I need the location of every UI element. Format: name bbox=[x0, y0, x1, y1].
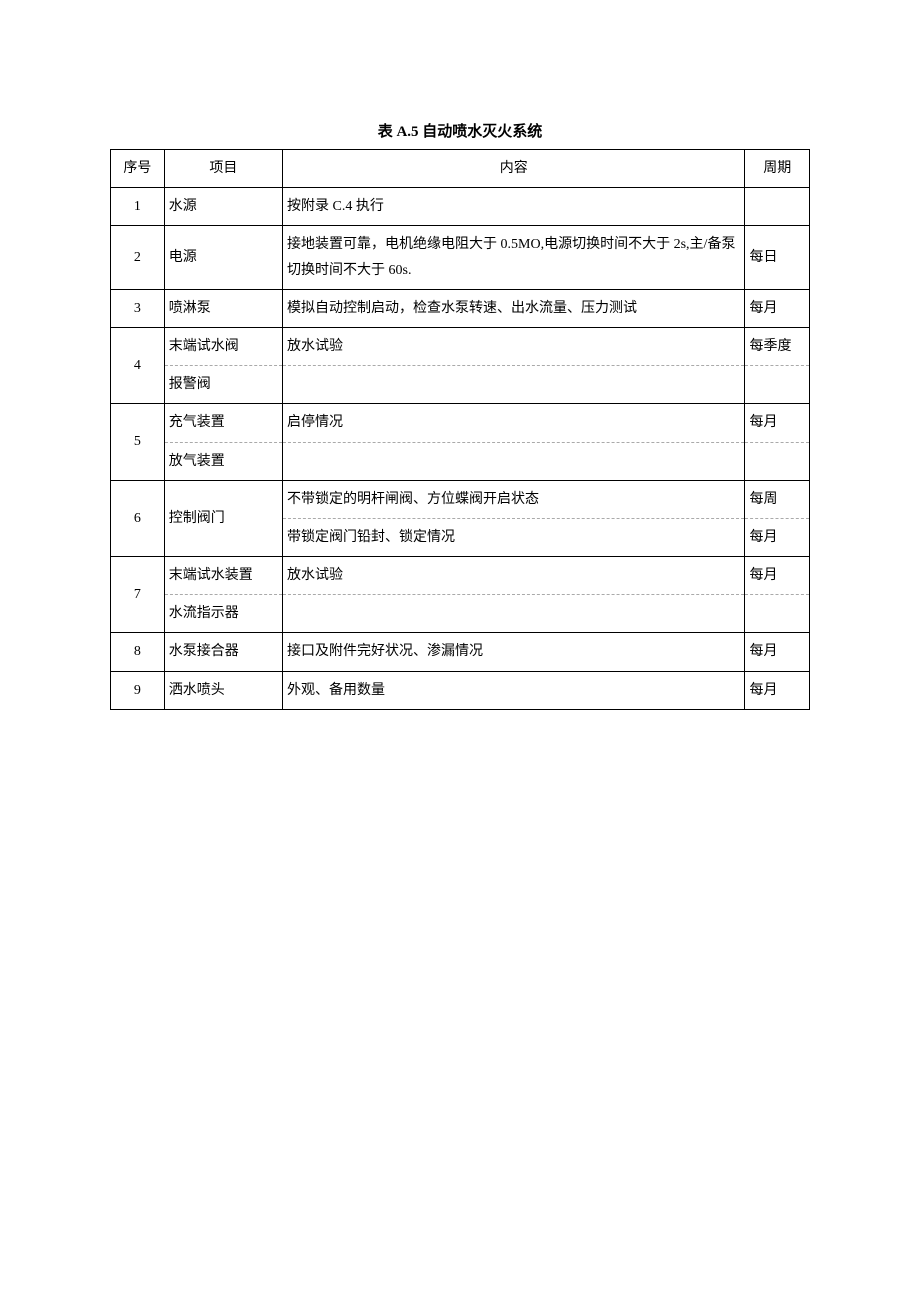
table-row: 放气装置 bbox=[111, 442, 810, 480]
table-row: 8 水泵接合器 接口及附件完好状况、渗漏情况 每月 bbox=[111, 633, 810, 671]
table-row: 9 洒水喷头 外观、备用数量 每月 bbox=[111, 671, 810, 709]
cell-cycle: 每月 bbox=[745, 671, 810, 709]
header-content: 内容 bbox=[283, 150, 745, 188]
table-row: 6 控制阀门 不带锁定的明杆闸阀、方位蝶阀开启状态 每周 bbox=[111, 480, 810, 518]
table-row: 2 电源 接地装置可靠，电机绝缘电阻大于 0.5MO,电源切换时间不大于 2s,… bbox=[111, 226, 810, 289]
cell-cycle bbox=[745, 188, 810, 226]
cell-content: 放水试验 bbox=[283, 327, 745, 365]
cell-item: 末端试水装置 bbox=[164, 557, 282, 595]
cell-content: 模拟自动控制启动，检查水泵转速、出水流量、压力测试 bbox=[283, 289, 745, 327]
cell-cycle: 每季度 bbox=[745, 327, 810, 365]
cell-item: 洒水喷头 bbox=[164, 671, 282, 709]
cell-item: 末端试水阀 bbox=[164, 327, 282, 365]
cell-item: 电源 bbox=[164, 226, 282, 289]
cell-num: 6 bbox=[111, 480, 165, 556]
header-num: 序号 bbox=[111, 150, 165, 188]
cell-content: 启停情况 bbox=[283, 404, 745, 442]
cell-cycle: 每日 bbox=[745, 226, 810, 289]
cell-cycle: 每月 bbox=[745, 633, 810, 671]
cell-cycle bbox=[745, 595, 810, 633]
cell-content: 放水试验 bbox=[283, 557, 745, 595]
cell-item: 水源 bbox=[164, 188, 282, 226]
table-row: 7 末端试水装置 放水试验 每月 bbox=[111, 557, 810, 595]
cell-content bbox=[283, 595, 745, 633]
table-row: 3 喷淋泵 模拟自动控制启动，检查水泵转速、出水流量、压力测试 每月 bbox=[111, 289, 810, 327]
header-item: 项目 bbox=[164, 150, 282, 188]
cell-content: 接地装置可靠，电机绝缘电阻大于 0.5MO,电源切换时间不大于 2s,主/备泵切… bbox=[283, 226, 745, 289]
cell-num: 2 bbox=[111, 226, 165, 289]
cell-item: 报警阀 bbox=[164, 366, 282, 404]
cell-item: 水泵接合器 bbox=[164, 633, 282, 671]
cell-num: 9 bbox=[111, 671, 165, 709]
cell-num: 5 bbox=[111, 404, 165, 480]
cell-content: 外观、备用数量 bbox=[283, 671, 745, 709]
main-table: 序号 项目 内容 周期 1 水源 按附录 C.4 执行 2 电源 接地装置可靠，… bbox=[110, 149, 810, 710]
cell-cycle: 每月 bbox=[745, 289, 810, 327]
cell-content bbox=[283, 442, 745, 480]
table-row: 5 充气装置 启停情况 每月 bbox=[111, 404, 810, 442]
cell-num: 4 bbox=[111, 327, 165, 403]
cell-content bbox=[283, 366, 745, 404]
cell-cycle: 每周 bbox=[745, 480, 810, 518]
cell-content: 不带锁定的明杆闸阀、方位蝶阀开启状态 bbox=[283, 480, 745, 518]
cell-cycle: 每月 bbox=[745, 404, 810, 442]
table-title: 表 A.5 自动喷水灭火系统 bbox=[110, 120, 810, 141]
document-container: 表 A.5 自动喷水灭火系统 序号 项目 内容 周期 1 水源 按附录 C.4 … bbox=[110, 120, 810, 710]
header-cycle: 周期 bbox=[745, 150, 810, 188]
table-row: 4 末端试水阀 放水试验 每季度 bbox=[111, 327, 810, 365]
cell-content: 按附录 C.4 执行 bbox=[283, 188, 745, 226]
cell-num: 7 bbox=[111, 557, 165, 633]
cell-item: 放气装置 bbox=[164, 442, 282, 480]
cell-item: 喷淋泵 bbox=[164, 289, 282, 327]
cell-num: 1 bbox=[111, 188, 165, 226]
table-row: 报警阀 bbox=[111, 366, 810, 404]
cell-item: 水流指示器 bbox=[164, 595, 282, 633]
cell-cycle: 每月 bbox=[745, 518, 810, 556]
cell-cycle: 每月 bbox=[745, 557, 810, 595]
cell-item: 控制阀门 bbox=[164, 480, 282, 556]
cell-content: 接口及附件完好状况、渗漏情况 bbox=[283, 633, 745, 671]
cell-num: 8 bbox=[111, 633, 165, 671]
cell-cycle bbox=[745, 442, 810, 480]
cell-cycle bbox=[745, 366, 810, 404]
table-row: 1 水源 按附录 C.4 执行 bbox=[111, 188, 810, 226]
cell-num: 3 bbox=[111, 289, 165, 327]
cell-item: 充气装置 bbox=[164, 404, 282, 442]
cell-content: 带锁定阀门铅封、锁定情况 bbox=[283, 518, 745, 556]
table-row: 水流指示器 bbox=[111, 595, 810, 633]
header-row: 序号 项目 内容 周期 bbox=[111, 150, 810, 188]
